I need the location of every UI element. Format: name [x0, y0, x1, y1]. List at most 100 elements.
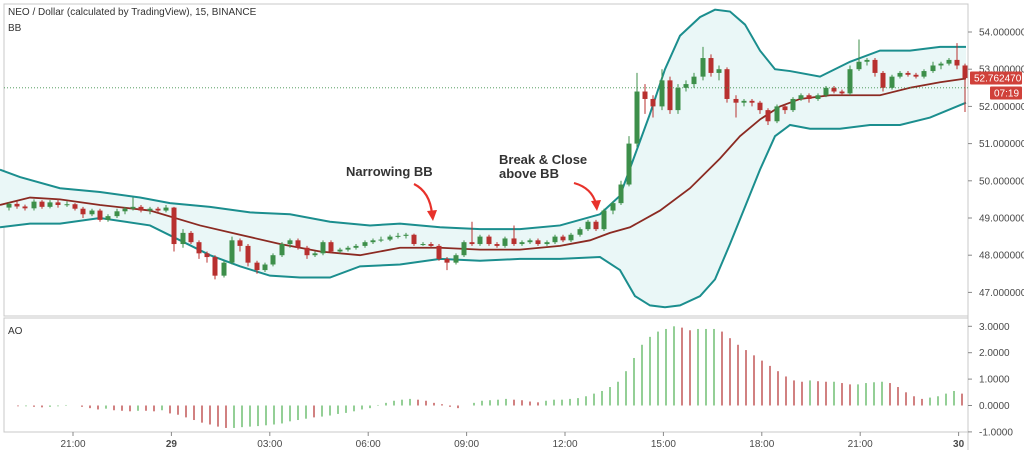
candle-body — [196, 242, 202, 254]
price-tick-label: 51.000000 — [979, 139, 1024, 150]
candle-body — [147, 208, 153, 211]
candle-body — [839, 91, 845, 94]
candle-body — [601, 210, 607, 230]
candle-body — [847, 69, 853, 94]
candle-body — [22, 206, 28, 209]
candle-body — [420, 244, 426, 246]
candle-body — [47, 202, 53, 207]
candle-body — [254, 262, 260, 271]
time-tick-label: 30 — [953, 439, 965, 450]
annotation-narrowing-arrowhead — [427, 210, 437, 221]
candlesticks — [6, 39, 968, 280]
candle-body — [295, 240, 301, 248]
candle-body — [212, 257, 218, 276]
price-tick-label: 52.000000 — [979, 102, 1024, 113]
candle-body — [229, 240, 235, 263]
candle-body — [511, 238, 517, 245]
candle — [420, 242, 426, 246]
candle — [55, 199, 61, 208]
time-axis[interactable]: 21:00 29 03:00 06:00 09:00 12:00 15:00 18:00 21:… — [60, 432, 965, 450]
time-tick-label: 18:00 — [749, 439, 774, 450]
candle — [254, 260, 260, 274]
candle-body — [6, 203, 12, 208]
candle — [847, 65, 853, 96]
candle-body — [535, 240, 541, 245]
candle-body — [469, 242, 475, 245]
candle — [370, 238, 376, 245]
candle — [444, 257, 450, 271]
candle-body — [395, 235, 401, 237]
price-pane[interactable]: NEO / Dollar (calculated by TradingView)… — [0, 7, 968, 309]
bb-indicator-label[interactable]: BB — [8, 23, 22, 34]
price-tick-label: 50.000000 — [979, 176, 1024, 187]
candle — [741, 98, 747, 107]
candle — [14, 201, 20, 209]
candle-body — [864, 59, 870, 62]
chart-frame — [3, 3, 969, 450]
candle-body — [774, 106, 780, 122]
candle — [675, 84, 681, 114]
candle-body — [39, 201, 45, 207]
candle — [535, 238, 541, 246]
bb-middle-line — [0, 77, 967, 257]
candle — [130, 197, 136, 211]
candle-body — [411, 234, 417, 245]
ao-indicator-label[interactable]: AO — [8, 326, 23, 337]
candle-body — [320, 242, 326, 254]
candle-body — [585, 221, 591, 230]
candle-body — [880, 72, 886, 88]
candle-body — [353, 245, 359, 248]
price-axis[interactable]: 54.000000 53.000000 52.000000 51.000000 50.0… — [968, 28, 1024, 299]
candle — [180, 229, 186, 248]
candle — [22, 204, 28, 211]
candle-body — [691, 76, 697, 85]
candle — [733, 95, 739, 118]
candle-body — [486, 236, 492, 245]
candle — [245, 244, 251, 267]
price-tick-label: 54.000000 — [979, 28, 1024, 39]
last-price-value: 52.762470 — [974, 74, 1022, 85]
candle — [568, 232, 574, 243]
candle — [378, 236, 384, 243]
candle — [262, 262, 268, 272]
last-price-tag: 52.762470 — [970, 71, 1022, 85]
candle — [921, 69, 927, 79]
candle-body — [237, 240, 243, 246]
candle-body — [610, 203, 616, 211]
candle-body — [815, 95, 821, 99]
candle-body — [831, 87, 837, 92]
candle — [634, 72, 640, 148]
candle-body — [80, 208, 86, 215]
candle-body — [304, 247, 310, 256]
candle — [831, 85, 837, 94]
candle-body — [650, 98, 656, 107]
candle — [502, 236, 508, 248]
candle-body — [55, 202, 61, 205]
candle — [790, 97, 796, 112]
candle-body — [913, 74, 919, 77]
candle-body — [889, 76, 895, 88]
time-tick-label: 29 — [166, 439, 178, 450]
candle — [757, 100, 763, 114]
candle — [774, 104, 780, 124]
candle — [946, 58, 952, 66]
ao-axis[interactable]: 3.0000 2.0000 1.0000 0.0000 -1.0000 — [968, 322, 1013, 439]
candle-body — [31, 201, 37, 209]
ao-tick-label: 1.0000 — [979, 375, 1010, 386]
candle — [229, 236, 235, 265]
ao-pane[interactable]: AO — [8, 326, 963, 428]
candle — [304, 245, 310, 259]
candle — [122, 206, 128, 215]
time-tick-label: 03:00 — [257, 439, 282, 450]
candle — [395, 232, 401, 239]
candle — [642, 84, 648, 114]
candle-body — [130, 206, 136, 209]
candle — [716, 65, 722, 81]
candle — [221, 260, 227, 278]
candle — [700, 46, 706, 81]
candle — [667, 76, 673, 114]
candle-body — [428, 244, 434, 246]
time-tick-label: 09:00 — [454, 439, 479, 450]
candle — [6, 202, 12, 211]
